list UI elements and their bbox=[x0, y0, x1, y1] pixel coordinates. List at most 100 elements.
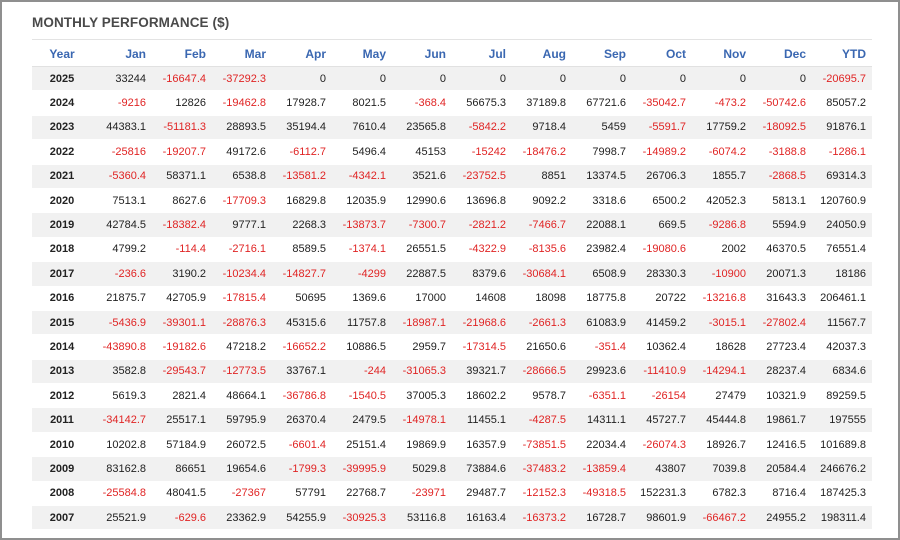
month-value-cell: -473.2 bbox=[692, 90, 752, 116]
month-value-cell: 3190.2 bbox=[152, 261, 212, 287]
month-value-cell: 8627.6 bbox=[152, 188, 212, 214]
month-value-cell: -4342.1 bbox=[332, 164, 392, 189]
month-value-cell: 16728.7 bbox=[572, 505, 632, 531]
month-value-cell: -28666.5 bbox=[512, 359, 572, 385]
year-cell: 2011 bbox=[32, 407, 92, 433]
table-row: 2007 25521.9 -629.6 23362.9 54255.9 -30925.3 5… bbox=[32, 505, 872, 531]
month-value-cell: -30684.1 bbox=[512, 261, 572, 287]
month-value-cell: -26074.3 bbox=[632, 432, 692, 458]
month-value-cell: -1540.5 bbox=[332, 383, 392, 409]
table-row: 2024 -9216 12826 -19462.8 17928.7 8021.5 -368.… bbox=[32, 90, 872, 116]
column-header-aug: Aug bbox=[512, 42, 572, 67]
month-value-cell: -9286.8 bbox=[692, 212, 752, 238]
month-value-cell: 14608 bbox=[452, 286, 512, 311]
month-value-cell: 17928.7 bbox=[272, 90, 332, 116]
month-value-cell: -10234.4 bbox=[212, 261, 272, 287]
month-value-cell: 11455.1 bbox=[452, 407, 512, 433]
month-value-cell: 0 bbox=[752, 66, 812, 92]
year-cell: 2019 bbox=[32, 212, 92, 238]
month-value-cell: 2959.7 bbox=[392, 334, 452, 360]
month-value-cell: -16647.4 bbox=[152, 66, 212, 92]
month-value-cell: 20071.3 bbox=[752, 261, 812, 287]
month-value-cell: 11757.8 bbox=[332, 310, 392, 336]
month-value-cell: 7610.4 bbox=[332, 115, 392, 141]
month-value-cell: 42784.5 bbox=[92, 212, 152, 238]
month-value-cell: 3318.6 bbox=[572, 188, 632, 214]
month-value-cell: 28330.3 bbox=[632, 261, 692, 287]
month-value-cell: -23971 bbox=[392, 481, 452, 507]
month-value-cell: 21875.7 bbox=[92, 286, 152, 311]
month-value-cell: 10362.4 bbox=[632, 334, 692, 360]
month-value-cell: 98601.9 bbox=[632, 505, 692, 531]
month-value-cell: 41459.2 bbox=[632, 310, 692, 336]
year-cell: 2013 bbox=[32, 359, 92, 385]
month-value-cell: -17314.5 bbox=[452, 334, 512, 360]
month-value-cell: -18476.2 bbox=[512, 139, 572, 165]
month-value-cell: 25151.4 bbox=[332, 432, 392, 458]
month-value-cell: -39995.9 bbox=[332, 456, 392, 482]
month-value-cell: 67721.6 bbox=[572, 90, 632, 116]
month-value-cell: 19861.7 bbox=[752, 407, 812, 433]
month-value-cell: 17000 bbox=[392, 286, 452, 311]
ytd-cell: 18186 bbox=[812, 261, 872, 287]
month-value-cell: -29543.7 bbox=[152, 359, 212, 385]
month-value-cell: -34142.7 bbox=[92, 407, 152, 433]
month-value-cell: 0 bbox=[572, 66, 632, 92]
month-value-cell: -49318.5 bbox=[572, 481, 632, 507]
month-value-cell: 8851 bbox=[512, 164, 572, 189]
month-value-cell: 20584.4 bbox=[752, 456, 812, 482]
ytd-cell: 89259.5 bbox=[812, 383, 872, 409]
title-divider bbox=[32, 39, 872, 40]
month-value-cell: -14827.7 bbox=[272, 261, 332, 287]
month-value-cell: 12035.9 bbox=[332, 188, 392, 214]
month-value-cell: -51181.3 bbox=[152, 115, 212, 141]
month-value-cell: -114.4 bbox=[152, 237, 212, 263]
month-value-cell: -5360.4 bbox=[92, 164, 152, 189]
column-header-year: Year bbox=[32, 42, 92, 67]
month-value-cell: -73851.5 bbox=[512, 432, 572, 458]
month-value-cell: 20722 bbox=[632, 286, 692, 311]
month-value-cell: 22887.5 bbox=[392, 261, 452, 287]
month-value-cell: 57184.9 bbox=[152, 432, 212, 458]
table-row: 2015 -5436.9 -39301.1 -28876.3 45315.6 11757.… bbox=[32, 310, 872, 336]
month-value-cell: 26072.5 bbox=[212, 432, 272, 458]
month-value-cell: 49172.6 bbox=[212, 139, 272, 165]
month-value-cell: 43807 bbox=[632, 456, 692, 482]
table-row: 2016 21875.7 42705.9 -17815.4 50695 1369.6 170… bbox=[32, 286, 872, 311]
month-value-cell: 12416.5 bbox=[752, 432, 812, 458]
month-value-cell: -12773.5 bbox=[212, 359, 272, 385]
month-value-cell: 33767.1 bbox=[272, 359, 332, 385]
month-value-cell: 152231.3 bbox=[632, 481, 692, 507]
month-value-cell: 22768.7 bbox=[332, 481, 392, 507]
year-cell: 2007 bbox=[32, 505, 92, 531]
month-value-cell: -19080.6 bbox=[632, 237, 692, 263]
month-value-cell: -16373.2 bbox=[512, 505, 572, 531]
month-value-cell: -4322.9 bbox=[452, 237, 512, 263]
month-value-cell: 0 bbox=[272, 66, 332, 92]
table-row: 2013 3582.8 -29543.7 -12773.5 33767.1 -244 -31… bbox=[32, 359, 872, 385]
month-value-cell: -7300.7 bbox=[392, 212, 452, 238]
table-row: 2011 -34142.7 25517.1 59795.9 26370.4 2479.5-… bbox=[32, 407, 872, 433]
column-header-jan: Jan bbox=[92, 42, 152, 67]
table-body: 2025 33244 -16647.4 -37292.3 0 0 0 0 0 0 0 0 0 -20695… bbox=[32, 66, 872, 531]
month-value-cell: -4287.5 bbox=[512, 407, 572, 433]
year-cell: 2017 bbox=[32, 261, 92, 287]
column-header-dec: Dec bbox=[752, 42, 812, 67]
ytd-cell: -20695.7 bbox=[812, 66, 872, 92]
month-value-cell: -43890.8 bbox=[92, 334, 152, 360]
month-value-cell: 24955.2 bbox=[752, 505, 812, 531]
year-cell: 2023 bbox=[32, 115, 92, 141]
ytd-cell: 42037.3 bbox=[812, 334, 872, 360]
month-value-cell: -368.4 bbox=[392, 90, 452, 116]
month-value-cell: -50742.6 bbox=[752, 90, 812, 116]
month-value-cell: 13696.8 bbox=[452, 188, 512, 214]
month-value-cell: -37292.3 bbox=[212, 66, 272, 92]
column-header-mar: Mar bbox=[212, 42, 272, 67]
month-value-cell: -236.6 bbox=[92, 261, 152, 287]
month-value-cell: -18382.4 bbox=[152, 212, 212, 238]
month-value-cell: 26551.5 bbox=[392, 237, 452, 263]
month-value-cell: 2002 bbox=[692, 237, 752, 263]
month-value-cell: 54255.9 bbox=[272, 505, 332, 531]
month-value-cell: -35042.7 bbox=[632, 90, 692, 116]
month-value-cell: 17759.2 bbox=[692, 115, 752, 141]
